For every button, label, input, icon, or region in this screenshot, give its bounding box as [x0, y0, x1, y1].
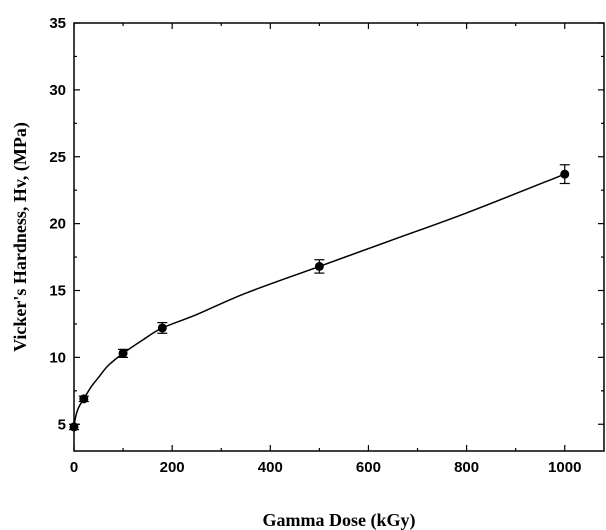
- x-tick-label: 1000: [548, 459, 581, 476]
- data-point: [559, 164, 570, 185]
- y-tick-label: 20: [49, 216, 66, 233]
- y-tick-label: 5: [58, 416, 66, 433]
- y-tick-label: 30: [49, 82, 66, 99]
- x-tick-label: 0: [70, 459, 78, 476]
- x-tick-label: 400: [258, 459, 283, 476]
- data-marker: [314, 261, 324, 271]
- data-point: [157, 322, 168, 334]
- fit-curve: [73, 173, 566, 428]
- data-point: [118, 348, 129, 358]
- x-axis-label: Gamma Dose (kGy): [263, 510, 416, 530]
- x-tick-label: 200: [160, 459, 185, 476]
- data-marker: [69, 422, 79, 432]
- data-marker: [157, 323, 167, 333]
- y-tick-label: 35: [49, 15, 66, 32]
- data-marker: [118, 348, 128, 358]
- y-tick-label: 15: [49, 283, 66, 300]
- data-marker: [79, 394, 89, 404]
- y-axis-label: Vicker's Hardness, Hv, (MPa): [10, 122, 31, 352]
- plot-frame: [73, 22, 605, 452]
- data-point: [78, 394, 89, 404]
- x-tick-label: 600: [356, 459, 381, 476]
- data-points: [69, 164, 570, 432]
- y-tick-label: 25: [49, 149, 66, 166]
- data-point: [314, 259, 325, 274]
- data-point: [69, 422, 79, 432]
- data-marker: [560, 169, 570, 179]
- y-tick-label: 10: [49, 349, 66, 366]
- x-tick-label: 800: [454, 459, 479, 476]
- axis-ticks: [73, 22, 604, 451]
- tick-labels: 0 200 400 600 800 1000 5 10 15 20 25 30 35: [49, 15, 581, 476]
